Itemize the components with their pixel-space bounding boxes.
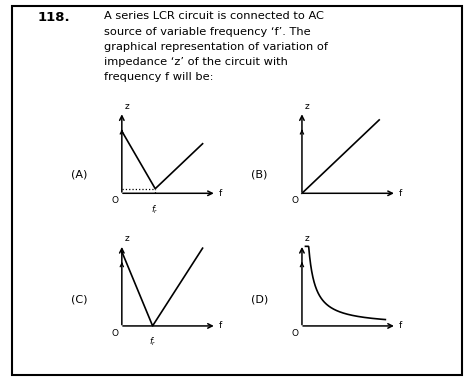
Text: $f_r$: $f_r$ xyxy=(151,203,159,216)
Text: O: O xyxy=(292,196,299,205)
Text: (C): (C) xyxy=(71,294,88,304)
Text: z: z xyxy=(125,234,129,243)
Text: z: z xyxy=(125,102,129,111)
Text: $f_r$: $f_r$ xyxy=(149,336,156,348)
Text: (B): (B) xyxy=(251,169,268,179)
Text: O: O xyxy=(111,196,118,205)
Text: f: f xyxy=(399,321,402,330)
Text: f: f xyxy=(399,189,402,198)
Text: (D): (D) xyxy=(251,294,268,304)
Text: f: f xyxy=(219,321,222,330)
Text: 118.: 118. xyxy=(38,11,71,24)
Text: z: z xyxy=(305,234,310,243)
Text: f: f xyxy=(219,189,222,198)
Text: z: z xyxy=(305,102,310,111)
Text: A series LCR circuit is connected to AC
source of variable frequency ‘f’. The
gr: A series LCR circuit is connected to AC … xyxy=(104,11,328,82)
Text: O: O xyxy=(292,329,299,338)
Text: (A): (A) xyxy=(71,169,88,179)
Text: O: O xyxy=(111,329,118,338)
